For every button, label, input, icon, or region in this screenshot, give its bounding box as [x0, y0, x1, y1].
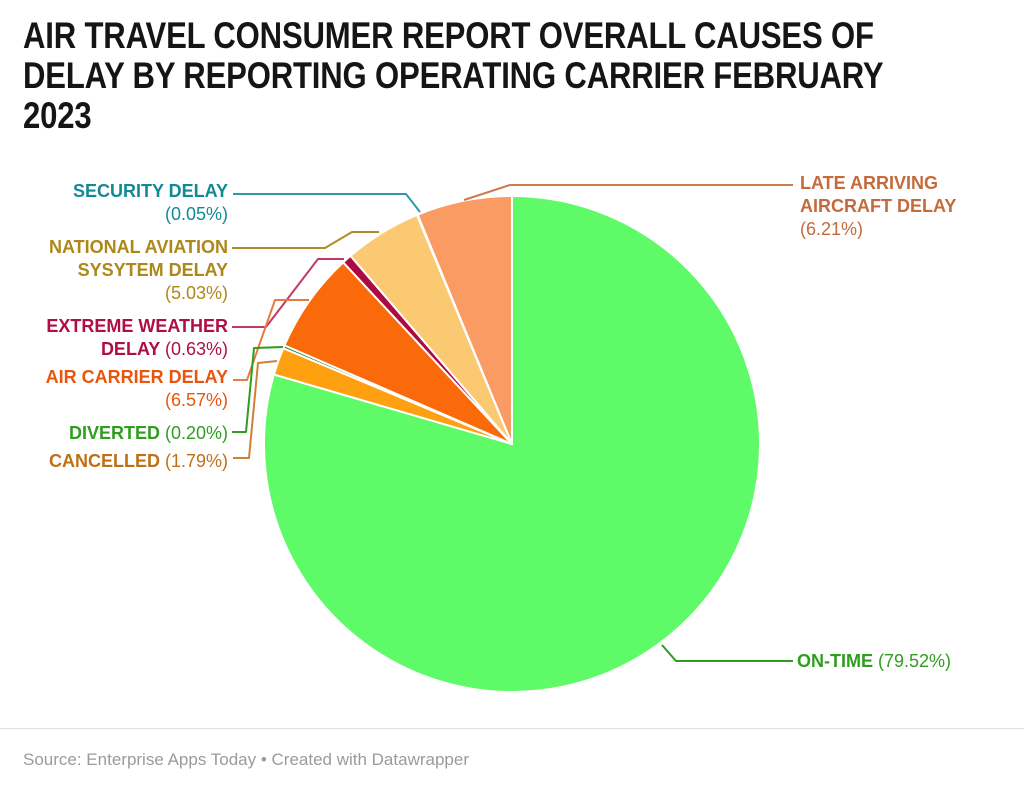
leader-line-cancelled [233, 360, 278, 459]
callout-label-line: (6.21%) [800, 219, 864, 239]
leader-line-late-arriving [463, 184, 793, 201]
callout-label-line: ON-TIME (79.52%) [797, 651, 952, 671]
callout-label-line: (5.03%) [164, 283, 228, 303]
chart-title: AIR TRAVEL CONSUMER REPORT OVERALL CAUSE… [23, 15, 884, 136]
callout-label-line: SYSYTEM DELAY [77, 260, 228, 280]
leader-line-national-aviation [232, 231, 379, 249]
callout-leader-lines [232, 184, 793, 662]
chart-title-line-1: AIR TRAVEL CONSUMER REPORT OVERALL CAUSE… [23, 15, 874, 56]
callout-label-air-carrier: AIR CARRIER DELAY (6.57%) [46, 366, 228, 412]
callout-label-line: CANCELLED (1.79%) [48, 451, 228, 471]
callout-label-security: SECURITY DELAY (0.05%) [73, 180, 228, 226]
callout-label-late-arriving: LATE ARRIVING AIRCRAFT DELAY (6.21%) [800, 172, 956, 241]
callout-label-line: AIR CARRIER DELAY [45, 367, 228, 387]
callout-label-line: DIVERTED (0.20%) [68, 423, 228, 443]
callout-label-diverted: DIVERTED (0.20%) [69, 422, 228, 445]
callout-label-line: SECURITY DELAY [72, 181, 228, 201]
callout-label-line: LATE ARRIVING [800, 173, 938, 193]
callout-label-line: (6.57%) [164, 390, 228, 410]
callout-label-line: AIRCRAFT DELAY [800, 196, 957, 216]
callout-label-on-time: ON-TIME (79.52%) [797, 650, 951, 673]
callout-label-cancelled: CANCELLED (1.79%) [49, 450, 228, 473]
chart-title-line-2: DELAY BY REPORTING OPERATING CARRIER FEB… [23, 55, 884, 96]
leader-line-extreme-weather [232, 258, 344, 328]
callout-label-line: NATIONAL AVIATION [49, 237, 228, 257]
callout-label-line: (0.05%) [164, 204, 228, 224]
leader-line-on-time [661, 644, 793, 662]
pie-slices [263, 195, 761, 693]
callout-label-extreme-weather: EXTREME WEATHER DELAY (0.63%) [46, 315, 228, 361]
chart-title-line-3: 2023 [23, 95, 92, 136]
footer-divider [0, 728, 1024, 729]
callout-label-line: EXTREME WEATHER [46, 316, 228, 336]
leader-line-diverted [232, 346, 284, 433]
leader-line-air-carrier [233, 299, 309, 381]
callout-label-line: DELAY (0.63%) [100, 339, 228, 359]
callout-label-national-aviation: NATIONAL AVIATION SYSYTEM DELAY (5.03%) [49, 236, 228, 305]
pie-slice-late-arriving[interactable] [416, 195, 513, 445]
leader-line-security [233, 193, 421, 213]
source-attribution: Source: Enterprise Apps Today • Created … [23, 750, 469, 769]
